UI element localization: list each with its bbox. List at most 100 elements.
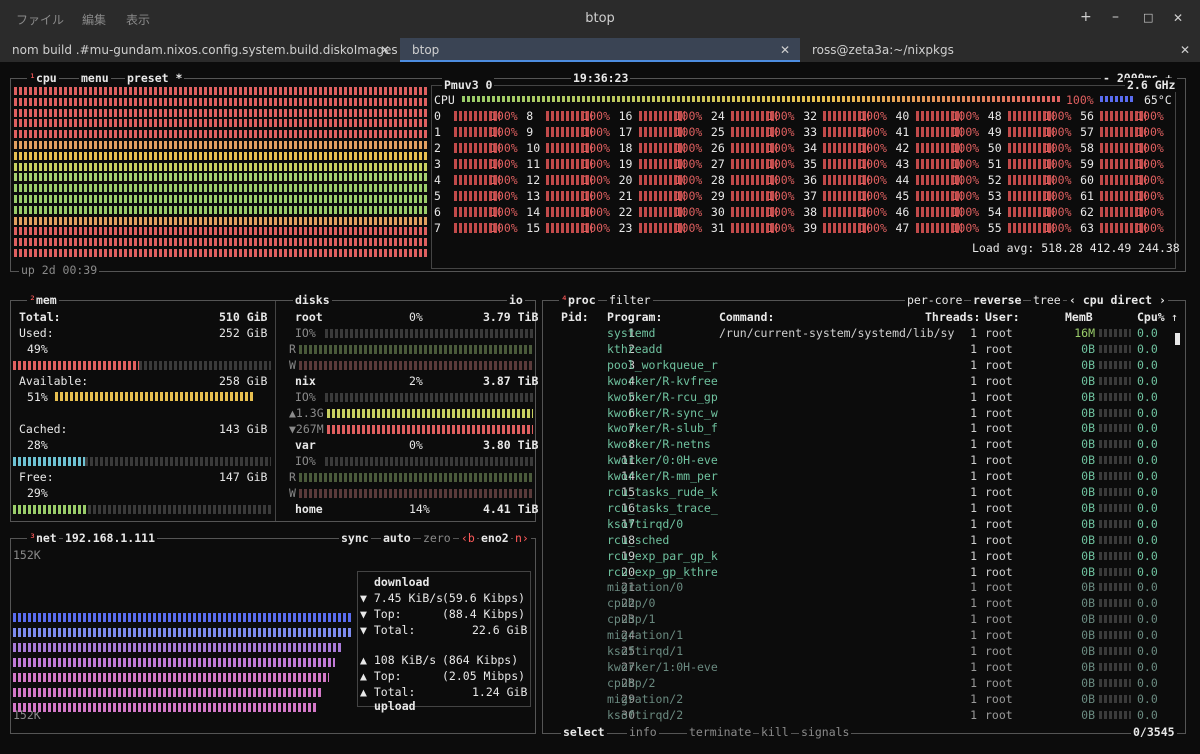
core-pct: 100% <box>766 157 795 171</box>
menu-edit[interactable]: 編集 <box>82 13 107 27</box>
new-tab-button[interactable]: + <box>1080 9 1092 25</box>
proc-row[interactable]: 6 kworker/R-sync_w 1 root 0B 0.0 <box>543 405 1183 421</box>
disk-name[interactable]: home <box>295 502 323 516</box>
net-auto[interactable]: auto <box>381 531 413 545</box>
terminate-action[interactable]: terminate <box>687 725 754 739</box>
scrollbar-thumb[interactable] <box>1175 333 1180 345</box>
core-pct: 100% <box>766 109 795 123</box>
core-id: 3 <box>434 157 441 171</box>
proc-row[interactable]: 4 kworker/R-kvfree 1 root 0B 0.0 <box>543 373 1183 389</box>
proc-row[interactable]: 29 migration/2 1 root 0B 0.0 <box>543 691 1183 707</box>
select-action[interactable]: select <box>561 725 607 739</box>
kill-action[interactable]: kill <box>759 725 791 739</box>
per-core-toggle[interactable]: per-core <box>905 293 965 307</box>
net-interface[interactable]: eno2 <box>479 531 511 545</box>
disk-write-bar <box>299 489 533 498</box>
proc-row[interactable]: 8 kworker/R-netns 1 root 0B 0.0 <box>543 436 1183 452</box>
proc-row[interactable]: 28 cpuhp/2 1 root 0B 0.0 <box>543 675 1183 691</box>
maximize-button[interactable]: □ <box>1143 11 1154 24</box>
col-command[interactable]: Command: <box>719 310 775 324</box>
disk-name[interactable]: var <box>295 438 316 452</box>
col-program[interactable]: Program: <box>607 310 663 324</box>
tab-nixpkgs[interactable]: ross@zeta3a:~/nixpkgs ✕ <box>800 38 1200 62</box>
col-mem[interactable]: MemB <box>1065 310 1093 324</box>
proc-row[interactable]: 14 kworker/R-mm_per 1 root 0B 0.0 <box>543 468 1183 484</box>
mem-item-bar-bg <box>85 457 271 466</box>
proc-row[interactable]: 30 ksoftirqd/2 1 root 0B 0.0 <box>543 707 1183 723</box>
net-prev-iface[interactable]: ‹b <box>459 531 477 545</box>
net-zero[interactable]: zero <box>421 531 453 545</box>
col-cpu[interactable]: Cpu% <box>1137 310 1165 324</box>
proc-list[interactable]: 1 systemd/run/current-system/systemd/lib/… <box>543 325 1183 725</box>
proc-row[interactable]: 24 migration/1 1 root 0B 0.0 <box>543 627 1183 643</box>
proc-mem: 0B <box>1081 548 1095 563</box>
proc-row[interactable]: 7 kworker/R-slub_f 1 root 0B 0.0 <box>543 420 1183 436</box>
sort-selector[interactable]: ‹ cpu direct › <box>1067 293 1168 307</box>
menu-file[interactable]: ファイル <box>16 13 65 27</box>
core-pct: 100% <box>1043 173 1072 187</box>
proc-row[interactable]: 21 migration/0 1 root 0B 0.0 <box>543 579 1183 595</box>
cpu-graph-row <box>14 141 428 149</box>
menu-view[interactable]: 表示 <box>126 13 151 27</box>
reverse-toggle[interactable]: reverse <box>971 293 1024 307</box>
net-box-label[interactable]: ³net <box>27 531 59 545</box>
minimize-button[interactable]: – <box>1112 9 1119 25</box>
proc-row[interactable]: 17 ksoftirqd/0 1 root 0B 0.0 <box>543 516 1183 532</box>
core-id: 58 <box>1080 141 1094 155</box>
proc-row[interactable]: 1 systemd/run/current-system/systemd/lib/… <box>543 325 1183 341</box>
proc-row[interactable]: 23 cpuhp/1 1 root 0B 0.0 <box>543 611 1183 627</box>
info-action[interactable]: info <box>627 725 659 739</box>
signals-action[interactable]: signals <box>799 725 852 739</box>
proc-row[interactable]: 25 ksoftirqd/1 1 root 0B 0.0 <box>543 643 1183 659</box>
proc-cpu: 0.0 <box>1137 644 1158 658</box>
disk-name[interactable]: nix <box>295 374 316 388</box>
col-pid[interactable]: Pid: <box>561 310 589 324</box>
disk-io-label: IO% <box>295 390 316 404</box>
proc-program: ksoftirqd/1 <box>607 644 684 658</box>
mem-box-label[interactable]: ²mem <box>27 293 59 307</box>
proc-row[interactable]: 15 rcu_tasks_rude_k 1 root 0B 0.0 <box>543 484 1183 500</box>
core-bar <box>638 207 685 217</box>
col-user[interactable]: User: <box>985 310 1020 324</box>
cpu-label[interactable]: cpu <box>35 71 57 85</box>
mem-item-pct: 29% <box>27 486 48 500</box>
proc-program: rcu_tasks_trace_ <box>607 500 718 515</box>
proc-row[interactable]: 2 kthreadd 1 root 0B 0.0 <box>543 341 1183 357</box>
col-threads[interactable]: Threads: <box>925 310 981 324</box>
proc-row[interactable]: 27 kworker/1:0H-eve 1 root 0B 0.0 <box>543 659 1183 675</box>
proc-cpu: 0.0 <box>1137 421 1158 436</box>
proc-row[interactable]: 11 kworker/0:0H-eve 1 root 0B 0.0 <box>543 452 1183 468</box>
net-sync[interactable]: sync <box>339 531 371 545</box>
close-icon[interactable]: ✕ <box>1179 43 1190 57</box>
proc-threads: 1 <box>970 405 977 420</box>
close-icon[interactable]: ✕ <box>379 43 390 57</box>
proc-filter[interactable]: filter <box>607 293 653 307</box>
preset-button[interactable]: preset * <box>125 71 185 85</box>
proc-row[interactable]: 3 pool_workqueue_r 1 root 0B 0.0 <box>543 357 1183 373</box>
io-toggle[interactable]: io <box>507 293 525 307</box>
proc-row[interactable]: 5 kworker/R-rcu_gp 1 root 0B 0.0 <box>543 389 1183 405</box>
proc-row[interactable]: 19 rcu_exp_par_gp_k 1 root 0B 0.0 <box>543 548 1183 564</box>
proc-row[interactable]: 22 cpuhp/0 1 root 0B 0.0 <box>543 595 1183 611</box>
disk-name[interactable]: root <box>295 310 323 324</box>
close-icon[interactable]: ✕ <box>779 43 790 57</box>
proc-row[interactable]: 16 rcu_tasks_trace_ 1 root 0B 0.0 <box>543 500 1183 516</box>
proc-program: ksoftirqd/2 <box>607 707 684 722</box>
proc-row[interactable]: 18 rcu_sched 1 root 0B 0.0 <box>543 532 1183 548</box>
proc-user: root <box>985 485 1013 499</box>
tab-btop[interactable]: btop ✕ <box>400 38 800 62</box>
cpu-graph-row <box>14 97 428 106</box>
proc-mem: 0B <box>1081 469 1095 484</box>
close-window-button[interactable]: ✕ <box>1173 11 1184 25</box>
menu-button[interactable]: menu <box>79 71 111 85</box>
tab-nom-build[interactable]: nom build .#mu-gundam.nixos.config.syste… <box>0 38 400 62</box>
tree-toggle[interactable]: tree <box>1031 293 1063 307</box>
proc-row[interactable]: 20 rcu_exp_gp_kthre 1 root 0B 0.0 <box>543 564 1183 580</box>
core-bar <box>823 175 870 185</box>
core-bar <box>1007 207 1054 217</box>
proc-box-label[interactable]: ⁴proc <box>559 293 598 307</box>
disks-label[interactable]: disks <box>293 293 332 307</box>
net-next-iface[interactable]: n› <box>513 531 531 545</box>
core-id: 35 <box>803 157 818 171</box>
terminal[interactable]: ¹cpu menu preset * 19:36:23 - 2000ms + u… <box>0 62 1200 754</box>
